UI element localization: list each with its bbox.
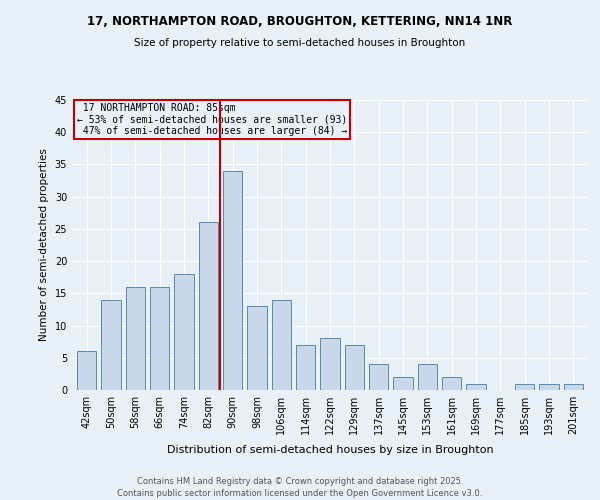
Bar [125,287,145,390]
Bar [344,345,364,390]
Bar [77,352,97,390]
Bar [393,377,413,390]
Bar [174,274,194,390]
Bar [466,384,486,390]
Text: Contains HM Land Registry data © Crown copyright and database right 2025.
Contai: Contains HM Land Registry data © Crown c… [118,476,482,498]
Bar [442,377,461,390]
Bar [369,364,388,390]
Bar [247,306,267,390]
Text: 17 NORTHAMPTON ROAD: 85sqm
← 53% of semi-detached houses are smaller (93)
 47% o: 17 NORTHAMPTON ROAD: 85sqm ← 53% of semi… [77,103,347,136]
Bar [563,384,583,390]
Bar [272,300,291,390]
Bar [101,300,121,390]
Text: 17, NORTHAMPTON ROAD, BROUGHTON, KETTERING, NN14 1NR: 17, NORTHAMPTON ROAD, BROUGHTON, KETTERI… [88,15,512,28]
Bar [539,384,559,390]
Bar [199,222,218,390]
Text: Size of property relative to semi-detached houses in Broughton: Size of property relative to semi-detach… [134,38,466,48]
Bar [223,171,242,390]
Bar [296,345,316,390]
Y-axis label: Number of semi-detached properties: Number of semi-detached properties [39,148,49,342]
X-axis label: Distribution of semi-detached houses by size in Broughton: Distribution of semi-detached houses by … [167,446,493,456]
Bar [515,384,535,390]
Bar [150,287,169,390]
Bar [418,364,437,390]
Bar [320,338,340,390]
